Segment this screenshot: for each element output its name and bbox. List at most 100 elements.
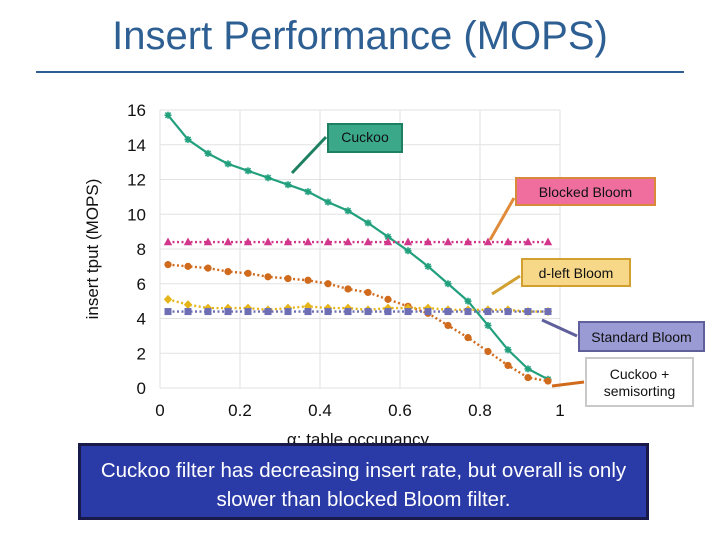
data-point <box>324 308 332 316</box>
data-point <box>183 300 193 310</box>
data-point <box>424 262 432 270</box>
data-point <box>224 308 232 316</box>
data-point <box>303 237 313 246</box>
data-point <box>304 308 312 316</box>
data-point <box>224 160 232 168</box>
data-point <box>324 198 332 206</box>
y-axis-label: insert tput (MOPS) <box>83 179 102 320</box>
data-point <box>164 111 172 119</box>
data-point <box>204 149 212 157</box>
data-point <box>544 308 552 316</box>
data-point <box>283 237 293 246</box>
data-point <box>264 308 272 316</box>
x-tick-label: 0.6 <box>388 401 412 420</box>
data-point <box>284 181 292 189</box>
callout-pointer <box>290 135 328 175</box>
y-tick-label: 4 <box>137 310 146 329</box>
data-point <box>344 207 352 215</box>
data-point <box>163 294 173 304</box>
data-point <box>523 237 533 246</box>
data-point <box>164 308 172 316</box>
callout-standard-bloom: Standard Bloom <box>578 321 705 352</box>
data-point <box>544 377 552 385</box>
callout-cuckoo-semisorting: Cuckoo + semisorting <box>585 357 694 407</box>
data-point <box>364 219 372 227</box>
slide-title: Insert Performance (MOPS) <box>112 14 608 58</box>
y-tick-label: 12 <box>127 171 146 190</box>
callout-dleft-bloom: d-left Bloom <box>521 258 631 287</box>
data-point <box>163 237 173 246</box>
data-point <box>284 308 292 316</box>
x-tick-label: 0.2 <box>228 401 252 420</box>
data-point <box>384 308 392 316</box>
callout-cuckoo: Cuckoo <box>327 123 403 153</box>
data-point <box>524 365 532 373</box>
data-point <box>164 261 172 269</box>
x-tick-label: 1 <box>555 401 564 420</box>
y-tick-label: 6 <box>137 275 146 294</box>
y-tick-label: 2 <box>137 344 146 363</box>
data-point <box>464 308 472 316</box>
data-point <box>484 308 492 316</box>
data-point <box>284 274 292 283</box>
data-point <box>423 237 433 246</box>
data-point <box>464 334 472 342</box>
data-point <box>384 295 392 303</box>
data-point <box>304 276 312 284</box>
x-tick-label: 0.4 <box>308 401 332 420</box>
title-divider <box>36 71 684 73</box>
data-point <box>403 237 413 246</box>
data-point <box>404 308 412 316</box>
callout-pointer <box>488 197 516 241</box>
data-point <box>304 188 312 196</box>
data-point <box>524 308 532 316</box>
data-point <box>243 237 253 246</box>
data-point <box>444 308 452 316</box>
data-point <box>364 288 372 297</box>
data-point <box>443 237 453 246</box>
data-point <box>504 346 512 354</box>
data-point <box>223 237 233 246</box>
x-tick-label: 0.8 <box>468 401 492 420</box>
data-point <box>444 280 452 288</box>
data-point <box>444 321 452 330</box>
data-point <box>344 285 352 293</box>
data-point <box>323 237 333 246</box>
data-point <box>484 321 492 329</box>
callout-pointer <box>491 274 521 296</box>
data-point <box>264 174 272 182</box>
callout-blocked-bloom: Blocked Bloom <box>515 177 656 206</box>
data-point <box>383 237 393 246</box>
data-point <box>464 297 472 305</box>
series-line-0 <box>167 114 549 381</box>
data-point <box>244 308 252 316</box>
data-point <box>224 267 232 276</box>
data-point <box>204 308 212 316</box>
data-point <box>364 308 372 316</box>
data-point <box>204 264 212 272</box>
data-point <box>504 308 512 316</box>
y-tick-label: 16 <box>127 101 146 120</box>
y-tick-label: 10 <box>127 205 146 224</box>
data-point <box>343 237 353 246</box>
data-point <box>244 269 252 277</box>
data-point <box>203 237 213 246</box>
y-tick-label: 8 <box>137 240 146 259</box>
data-point <box>424 308 432 316</box>
data-point <box>524 373 532 382</box>
callout-pointer <box>551 380 585 388</box>
callout-pointer <box>541 318 578 338</box>
data-point <box>484 347 492 356</box>
data-point <box>483 237 493 246</box>
data-point <box>363 237 373 246</box>
data-point <box>543 237 553 246</box>
data-point <box>184 262 192 270</box>
data-point <box>183 237 193 246</box>
data-point <box>263 237 273 246</box>
data-point <box>404 247 412 255</box>
data-point <box>503 237 513 246</box>
series-line-2 <box>167 263 549 383</box>
y-tick-label: 14 <box>127 136 146 155</box>
data-point <box>244 167 252 175</box>
